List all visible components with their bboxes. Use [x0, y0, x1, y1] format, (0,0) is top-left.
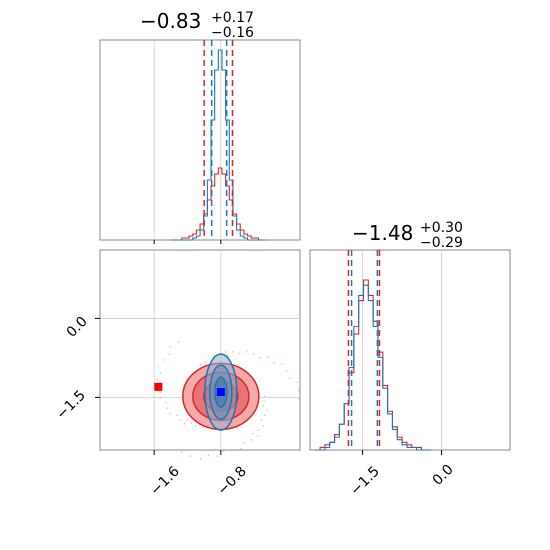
- title-param1-minus: −0.16: [211, 25, 254, 41]
- scatter-point: [190, 455, 192, 457]
- title-param2-value: −1.48: [352, 221, 413, 245]
- scatter-point: [243, 442, 246, 444]
- hist-param1-grid: [153, 40, 222, 240]
- scatter-point: [159, 372, 162, 374]
- scatter-point: [289, 377, 291, 380]
- scatter-point: [231, 449, 234, 452]
- scatter-point: [223, 450, 225, 453]
- scatter-point: [240, 448, 242, 450]
- joint-y-ticks: 0.0 −1.5: [53, 314, 90, 423]
- hist-param1-red-series: [170, 167, 266, 241]
- scatter-point: [162, 359, 165, 361]
- scatter-point: [224, 350, 227, 352]
- scatter-point: [257, 429, 259, 431]
- scatter-point: [199, 363, 202, 366]
- scatter-point: [231, 350, 234, 353]
- scatter-point: [165, 401, 167, 404]
- joint-x-ticks: −1.6 −0.8: [147, 463, 249, 498]
- hist-param2-blue-series: [315, 284, 432, 451]
- scatter-point: [285, 370, 288, 372]
- hist-param1-quantile-lines: [203, 40, 234, 240]
- scatter-point: [281, 363, 283, 365]
- scatter-point: [166, 407, 169, 409]
- scatter-point: [169, 412, 171, 415]
- scatter-point: [156, 378, 159, 381]
- scatter-point: [186, 418, 189, 421]
- joint-panel: [99, 249, 301, 460]
- title-param1-plus: +0.17: [211, 10, 254, 26]
- scatter-point: [238, 352, 241, 355]
- joint-markers: [154, 382, 225, 397]
- x-tick-label: −1.5: [347, 463, 382, 498]
- scatter-point: [205, 361, 207, 364]
- scatter-point: [263, 414, 266, 416]
- scatter-point: [168, 353, 171, 355]
- hist-param1-blue-series: [170, 49, 266, 241]
- y-tick-label: 0.0: [64, 314, 91, 341]
- tick-marks: [95, 240, 443, 455]
- scatter-point: [199, 457, 202, 460]
- y-tick-label: −1.5: [53, 387, 88, 422]
- title-param2-plus: +0.30: [420, 220, 463, 236]
- title-param1-value: −0.83: [140, 9, 201, 33]
- scatter-point: [169, 346, 172, 348]
- title-param2-minus: −0.29: [420, 235, 463, 251]
- histogram-blue: [170, 49, 266, 241]
- scatter-point: [297, 389, 300, 392]
- scatter-point: [250, 439, 253, 441]
- scatter-point: [207, 454, 210, 457]
- marker-red-square: [154, 382, 163, 391]
- x-tick-label: −1.6: [147, 463, 182, 498]
- hist-param1-panel: −0.83 +0.17 −0.16: [99, 9, 301, 241]
- hist-param2-panel: −1.48 +0.30 −0.29: [309, 220, 511, 451]
- scatter-point: [179, 418, 182, 421]
- scatter-point: [176, 414, 178, 417]
- scatter-point: [263, 400, 265, 402]
- hist-param2-x-ticks: −1.5 0.0: [347, 462, 456, 499]
- scatter-point: [190, 422, 193, 424]
- scatter-point: [181, 451, 183, 454]
- scatter-point: [260, 418, 263, 421]
- scatter-point: [257, 435, 259, 438]
- scatter-point: [251, 432, 254, 435]
- scatter-point: [298, 398, 300, 400]
- scatter-point: [263, 395, 266, 398]
- scatter-point: [262, 404, 264, 407]
- scatter-point: [194, 425, 197, 427]
- scatter-point: [267, 356, 269, 359]
- scatter-point: [266, 409, 269, 412]
- x-tick-label: 0.0: [430, 462, 457, 489]
- scatter-point: [296, 381, 298, 384]
- histogram-blue: [315, 284, 432, 451]
- x-tick-label: −0.8: [214, 463, 249, 498]
- scatter-point: [259, 356, 261, 359]
- scatter-point: [159, 391, 161, 393]
- scatter-point: [177, 341, 180, 343]
- marker-blue-square: [216, 388, 225, 397]
- scatter-point: [245, 349, 248, 352]
- hist-param2-quantile-lines: [347, 250, 381, 450]
- histogram-red: [170, 167, 266, 241]
- scatter-point: [272, 361, 275, 364]
- scatter-point: [216, 455, 219, 457]
- scatter-point: [183, 423, 186, 425]
- scatter-point: [159, 397, 161, 400]
- hist-param2-grid: [362, 250, 442, 450]
- scatter-point: [252, 353, 255, 355]
- scatter-point: [157, 365, 159, 368]
- scatter-point: [262, 424, 264, 427]
